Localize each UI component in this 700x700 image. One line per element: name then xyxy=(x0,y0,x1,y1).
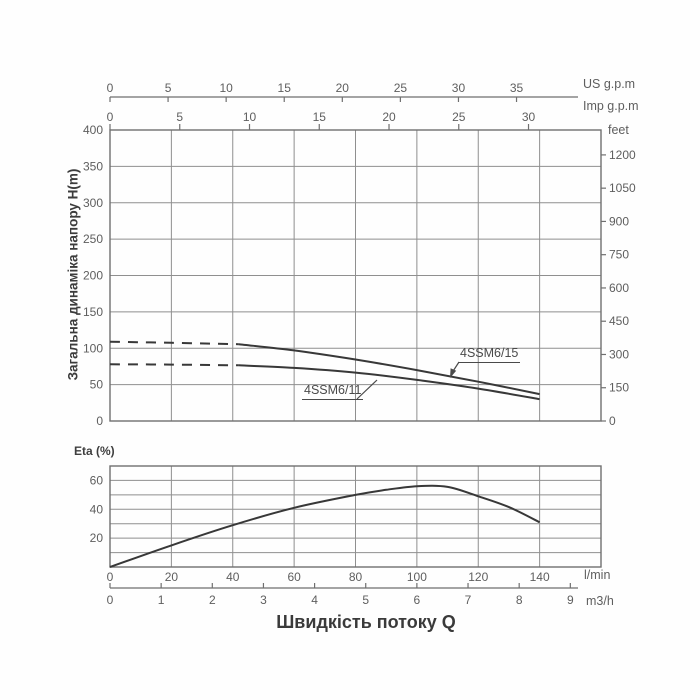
m3h-tick-label: 8 xyxy=(516,593,523,607)
m3h-tick-label: 6 xyxy=(414,593,421,607)
eta-y-tick-label: 40 xyxy=(90,502,104,516)
flow-axis-title: Швидкість потоку Q xyxy=(276,612,456,632)
lmin-tick-label: 140 xyxy=(530,570,550,584)
head-y-tick-label: 400 xyxy=(83,123,103,137)
feet-tick-label: 750 xyxy=(609,248,629,262)
us-gpm-tick-label: 30 xyxy=(452,81,466,95)
us-gpm-tick-label: 20 xyxy=(336,81,350,95)
m3h-tick-label: 3 xyxy=(260,593,267,607)
us-gpm-tick-label: 5 xyxy=(165,81,172,95)
feet-tick-label: 1200 xyxy=(609,148,636,162)
head-y-tick-label: 150 xyxy=(83,305,103,319)
head-y-tick-label: 350 xyxy=(83,159,103,173)
curve-4ssm611-dashed xyxy=(109,363,239,367)
lmin-tick-label: 60 xyxy=(287,570,301,584)
imp-gpm-tick-label: 30 xyxy=(522,110,536,124)
eta-y-tick-label: 20 xyxy=(90,531,104,545)
lmin-axis-label: l/min xyxy=(584,568,611,582)
head-y-tick-label: 50 xyxy=(90,378,104,392)
feet-tick-label: 150 xyxy=(609,381,629,395)
imp-gpm-tick-label: 20 xyxy=(382,110,396,124)
m3h-tick-label: 4 xyxy=(311,593,318,607)
feet-axis-label: feet xyxy=(608,123,629,137)
m3h-axis-label: m3/h xyxy=(586,594,614,608)
lmin-tick-label: 20 xyxy=(165,570,179,584)
feet-tick-label: 600 xyxy=(609,281,629,295)
us-gpm-axis-label: US g.p.m xyxy=(583,77,636,91)
feet-tick-label: 0 xyxy=(609,414,616,428)
m3h-tick-label: 5 xyxy=(362,593,369,607)
feet-tick-label: 1050 xyxy=(609,181,636,195)
head-y-tick-label: 0 xyxy=(96,414,103,428)
head-y-tick-label: 200 xyxy=(83,269,103,283)
lmin-tick-label: 100 xyxy=(407,570,427,584)
head-axis-title: Загальна динаміка напору H(m) xyxy=(65,168,81,381)
m3h-tick-label: 0 xyxy=(107,593,114,607)
curve-label-4ssm6-15: 4SSM6/15 xyxy=(458,346,521,363)
curve-4ssm615-dashed xyxy=(109,340,239,346)
us-gpm-tick-label: 0 xyxy=(107,81,114,95)
lmin-tick-label: 0 xyxy=(107,570,114,584)
imp-gpm-tick-label: 15 xyxy=(313,110,327,124)
m3h-tick-label: 1 xyxy=(158,593,165,607)
feet-tick-label: 450 xyxy=(609,314,629,328)
curve-4ssm615-solid xyxy=(238,343,540,396)
m3h-tick-label: 7 xyxy=(465,593,472,607)
eta-chart-title: Eta (%) xyxy=(74,444,115,458)
imp-gpm-tick-label: 0 xyxy=(107,110,114,124)
feet-tick-label: 900 xyxy=(609,214,629,228)
eta-y-tick-label: 60 xyxy=(90,473,104,487)
head-y-tick-label: 100 xyxy=(83,341,103,355)
head-y-tick-label: 300 xyxy=(83,196,103,210)
m3h-tick-label: 2 xyxy=(209,593,216,607)
lmin-tick-label: 80 xyxy=(349,570,363,584)
imp-gpm-tick-label: 5 xyxy=(176,110,183,124)
imp-gpm-tick-label: 25 xyxy=(452,110,466,124)
imp-gpm-tick-label: 10 xyxy=(243,110,257,124)
feet-tick-label: 300 xyxy=(609,347,629,361)
lmin-tick-label: 40 xyxy=(226,570,240,584)
m3h-tick-label: 9 xyxy=(567,593,574,607)
head-plot-border xyxy=(109,129,602,422)
label-leader-4ssm6-11 xyxy=(356,379,378,400)
us-gpm-tick-label: 25 xyxy=(394,81,408,95)
curve-eta-solid xyxy=(109,484,541,568)
lmin-tick-label: 120 xyxy=(468,570,488,584)
us-gpm-tick-label: 10 xyxy=(219,81,233,95)
imp-gpm-axis-label: Imp g.p.m xyxy=(583,99,639,113)
eta-plot-border xyxy=(109,465,602,568)
us-gpm-tick-label: 15 xyxy=(278,81,292,95)
label-arrowhead-4ssm6-15 xyxy=(450,368,457,378)
curve-label-4ssm6-11: 4SSM6/11 xyxy=(302,383,364,400)
head-y-tick-label: 250 xyxy=(83,232,103,246)
curve-4ssm611-solid xyxy=(238,364,540,401)
us-gpm-tick-label: 35 xyxy=(510,81,524,95)
